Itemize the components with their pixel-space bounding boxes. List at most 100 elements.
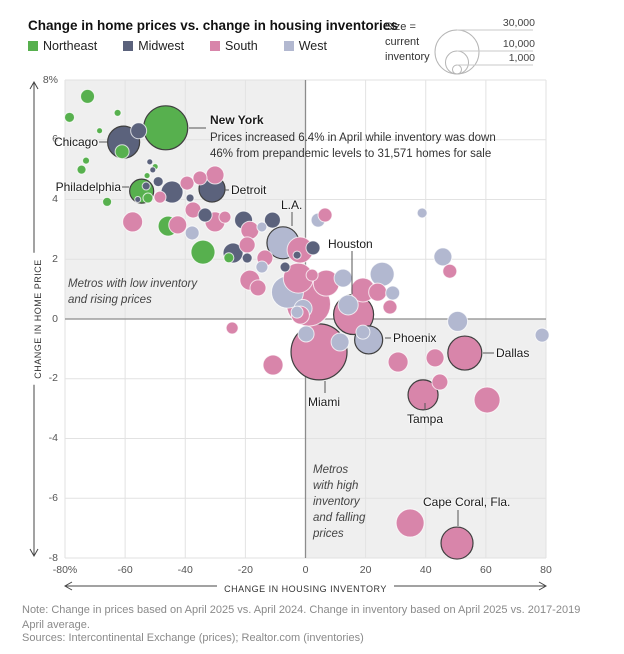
bubble-midwest	[130, 122, 148, 140]
x-tick-40: 40	[419, 564, 432, 576]
bubble-south	[442, 263, 458, 279]
bubble-northeast	[113, 108, 122, 117]
bubble-south	[238, 236, 256, 254]
bubble-northeast	[80, 88, 96, 104]
chart-title: Change in home prices vs. change in hous…	[28, 18, 398, 33]
x-tick--40: -40	[177, 564, 193, 576]
bubble-west	[369, 261, 395, 287]
size-legend-value-1,000: 1,000	[508, 52, 535, 64]
bubble-west	[447, 310, 469, 332]
bubble-northeast	[82, 156, 91, 165]
bubble-south	[205, 165, 225, 185]
size-legend-circle-10,000	[445, 50, 469, 75]
y-axis-label: CHANGE IN HOME PRICE	[33, 253, 43, 385]
city-label-chicago: Chicago	[53, 135, 98, 149]
size-legend-value-10,000: 10,000	[502, 38, 535, 50]
legend-swatch-west	[283, 41, 294, 51]
bubble-south	[192, 170, 208, 186]
city-label-dallas: Dallas	[496, 346, 530, 360]
bubble-south	[225, 321, 239, 335]
bubble-northeast	[96, 127, 104, 135]
city-label-cape-coral-fla: Cape Coral, Fla.	[423, 495, 511, 509]
bubble-south	[368, 282, 388, 302]
bubble-south	[179, 175, 195, 191]
bubble-west	[355, 324, 371, 340]
bubble-northeast	[102, 196, 113, 207]
size-legend-label: Size = current inventory	[385, 21, 430, 63]
bubble-west	[256, 221, 268, 233]
x-axis-label: CHANGE IN HOUSING INVENTORY	[217, 584, 394, 594]
bubble-northeast	[64, 111, 76, 123]
bubble-midwest	[263, 211, 281, 229]
bubble-west	[184, 225, 200, 241]
bubble-south	[240, 220, 260, 240]
quadrant-note-1: Metros with low inventory and rising pri…	[68, 278, 198, 306]
bubble-midwest	[134, 196, 142, 203]
bubble-south	[425, 348, 445, 368]
bubble-west	[534, 327, 550, 343]
bubble-midwest	[152, 176, 164, 188]
bubble-west	[290, 305, 304, 319]
size-legend-value-30,000: 30,000	[502, 17, 535, 29]
legend-label-midwest: Midwest	[138, 39, 185, 53]
quadrant-note-2: Metros with high inventory and falling p…	[313, 464, 366, 540]
bubble-tampa	[407, 379, 439, 411]
legend-item-south: South	[210, 39, 258, 53]
city-label-tampa: Tampa	[407, 412, 444, 426]
bubble-south	[395, 508, 425, 538]
bubble-west	[416, 207, 428, 219]
bubble-dallas	[447, 335, 483, 371]
y-tick-6: 6	[52, 133, 58, 146]
bubble-south	[387, 351, 409, 373]
legend-label-northeast: Northeast	[43, 39, 98, 53]
legend-item-northeast: Northeast	[28, 39, 97, 53]
bubble-cape-coral-fla	[440, 526, 474, 560]
bubble-west	[433, 247, 453, 267]
city-label-l-a: L.A.	[281, 198, 303, 212]
bubble-west	[330, 332, 350, 352]
city-label-miami: Miami	[308, 395, 340, 409]
bubble-south	[153, 190, 167, 204]
bubble-midwest	[185, 193, 195, 203]
city-label-houston: Houston	[328, 237, 373, 251]
bubble-south	[218, 210, 232, 224]
legend-label-west: West	[298, 39, 327, 53]
y-tick--2: -2	[48, 372, 58, 385]
bubble-midwest	[292, 250, 302, 260]
y-tick-2: 2	[52, 252, 58, 265]
x-axis-label-row: CHANGE IN HOUSING INVENTORY	[65, 579, 546, 597]
bubble-south	[305, 268, 319, 282]
bubble-south	[249, 279, 267, 297]
bubble-midwest	[241, 252, 253, 264]
bubble-south	[262, 354, 284, 376]
bubble-midwest	[279, 261, 291, 273]
chart-sources: Sources: Intercontinental Exchange (pric…	[22, 632, 364, 644]
bubble-west	[337, 294, 359, 316]
bubble-midwest	[305, 240, 321, 256]
bubble-midwest	[149, 166, 157, 174]
x-tick-80: 80	[540, 564, 552, 576]
legend-label-south: South	[225, 39, 258, 53]
bubble-south	[168, 215, 188, 235]
chart-note: Note: Change in prices based on April 20…	[22, 604, 581, 631]
x-tick-0: 0	[302, 564, 309, 576]
bubble-northeast	[223, 252, 235, 264]
city-label-philadelphia: Philadelphia	[55, 180, 121, 194]
bubble-west	[385, 285, 401, 301]
bubble-midwest	[146, 158, 154, 166]
y-tick--8: -8	[48, 551, 58, 564]
bubble-south	[473, 386, 501, 414]
legend-item-west: West	[283, 39, 327, 53]
bubble-south	[431, 373, 449, 391]
bubble-west	[255, 260, 269, 274]
bubble-northeast	[114, 144, 130, 160]
y-tick-4: 4	[52, 193, 58, 205]
bubble-midwest	[197, 207, 213, 223]
city-label-phoenix: Phoenix	[393, 331, 437, 345]
legend-swatch-northeast	[28, 41, 38, 51]
bubble-new-york	[143, 105, 189, 151]
bubble-northeast	[143, 172, 151, 180]
new-york-annotation: Prices increased 6.4% in April while inv…	[210, 132, 496, 160]
